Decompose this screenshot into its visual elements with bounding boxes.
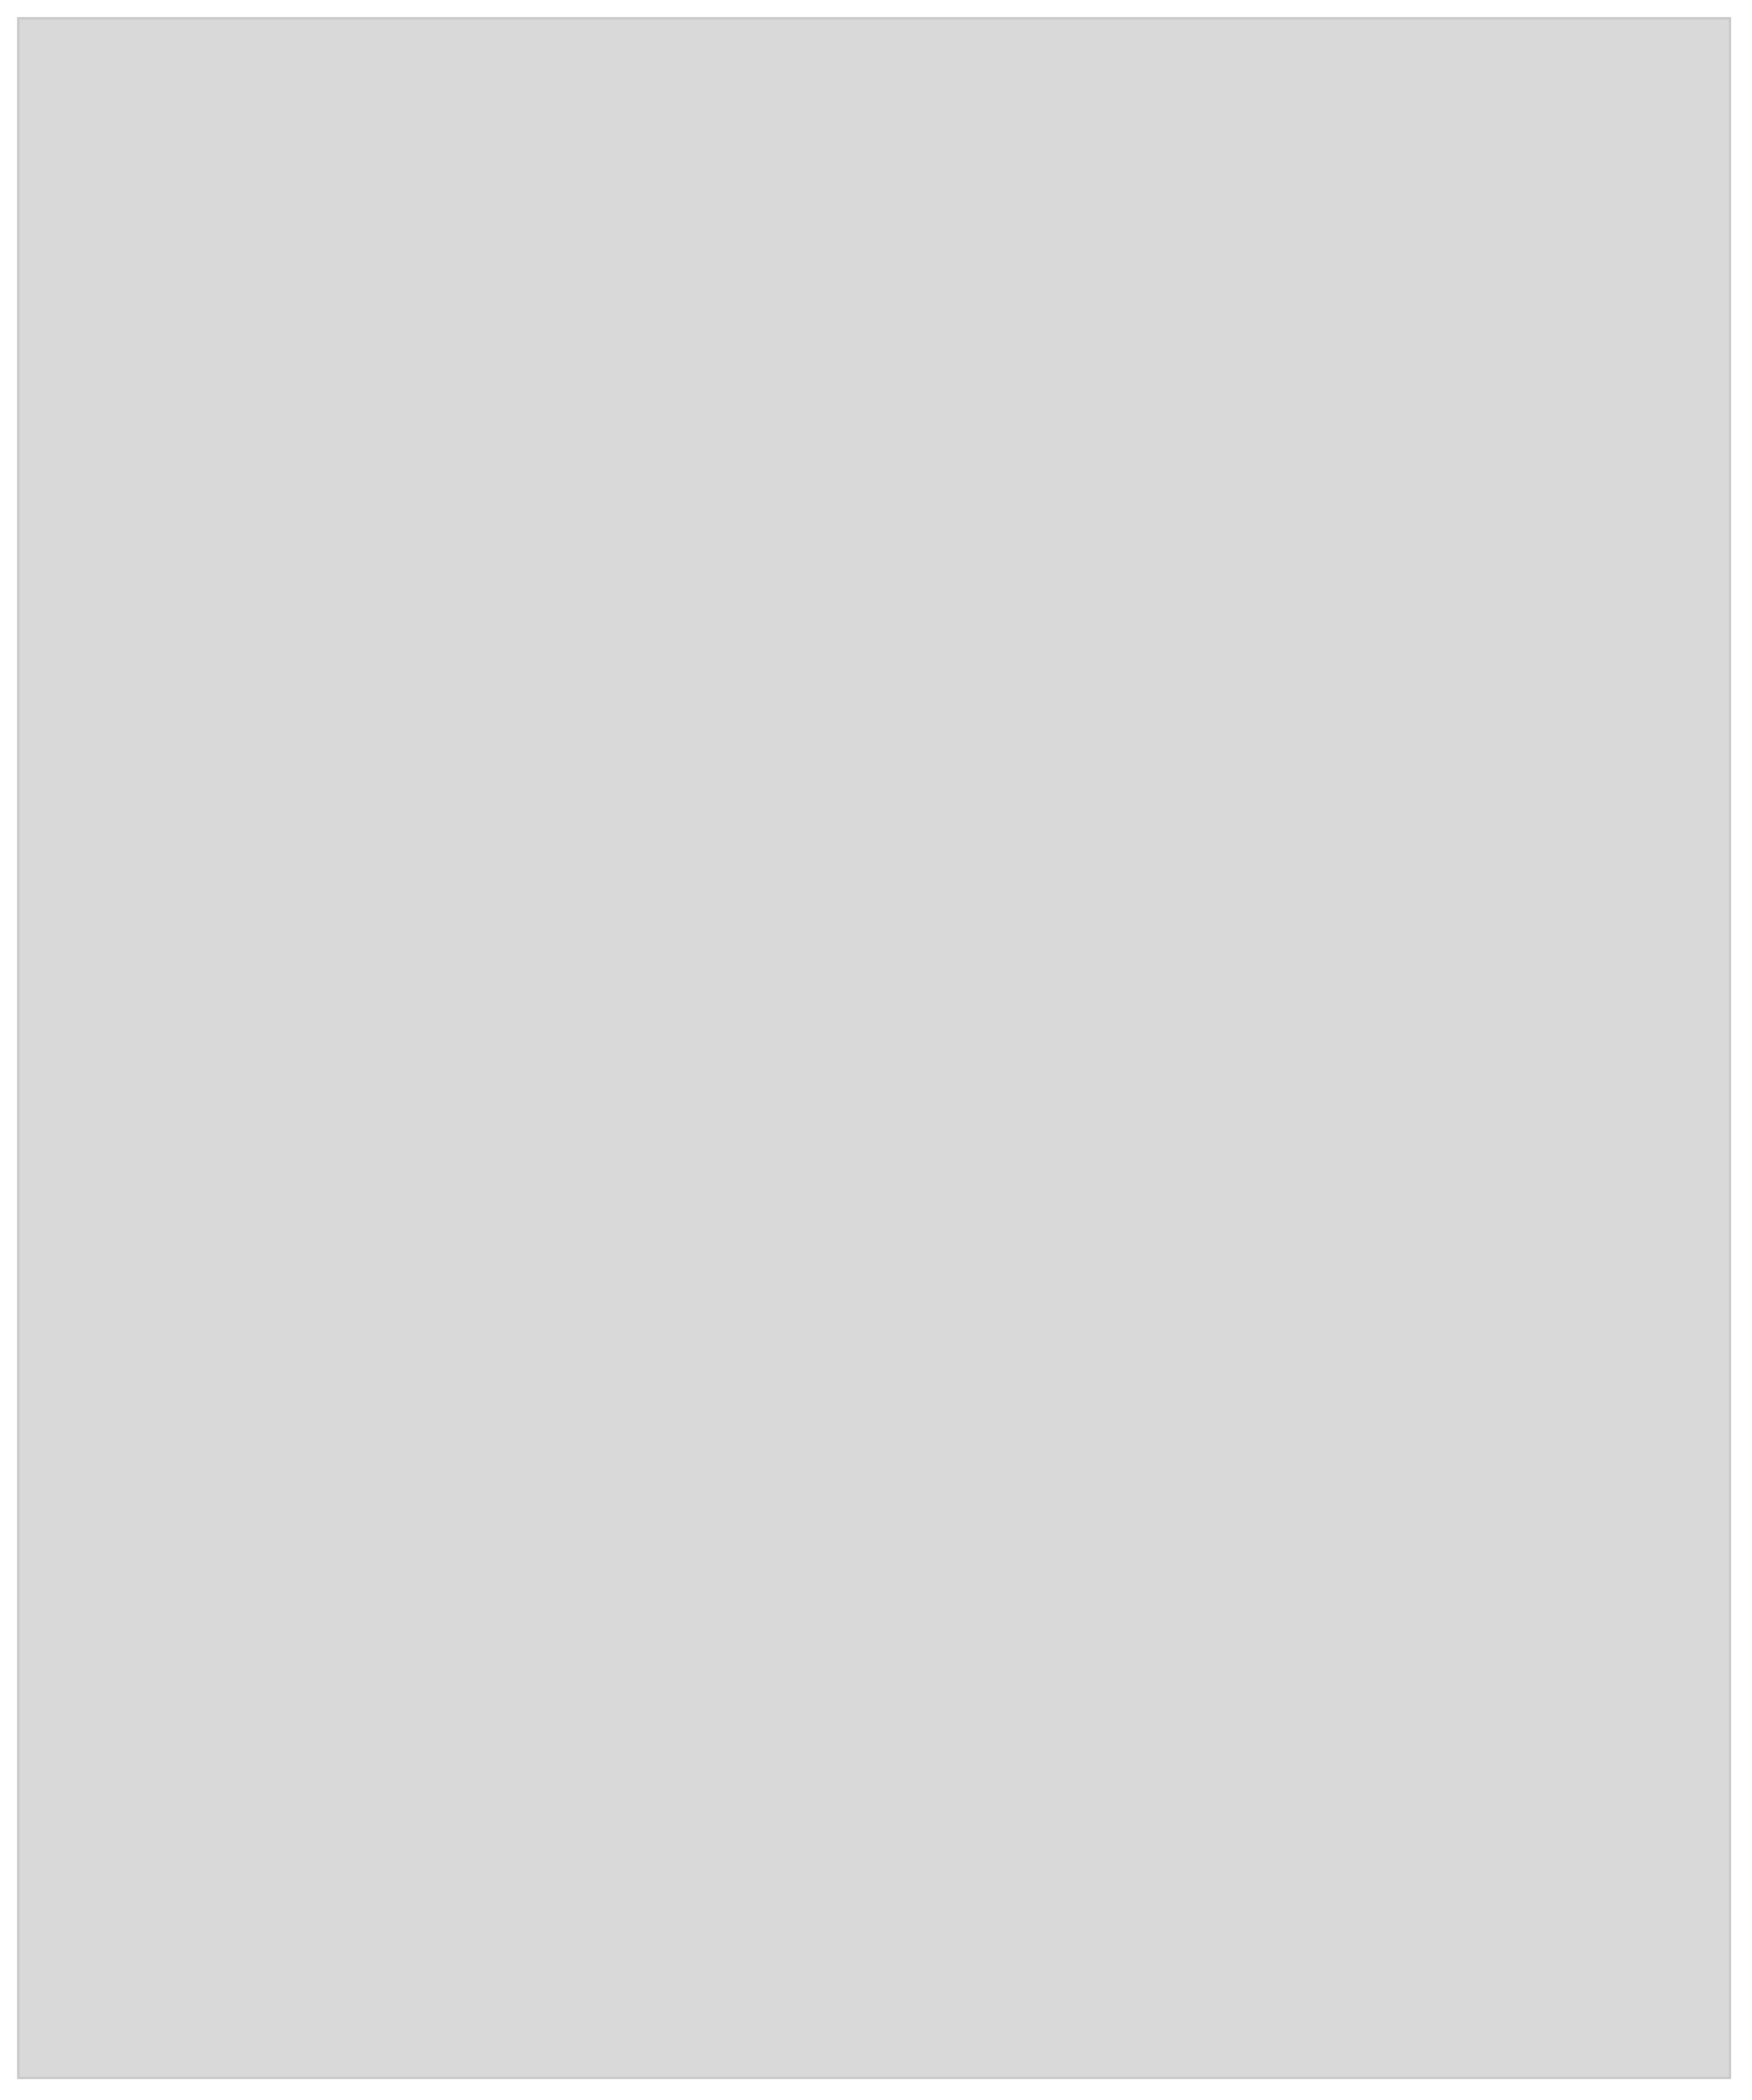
figure-grid: ZD958 (2016)Glutamate synthase (U g⁻¹ FW… (17, 17, 1731, 2079)
